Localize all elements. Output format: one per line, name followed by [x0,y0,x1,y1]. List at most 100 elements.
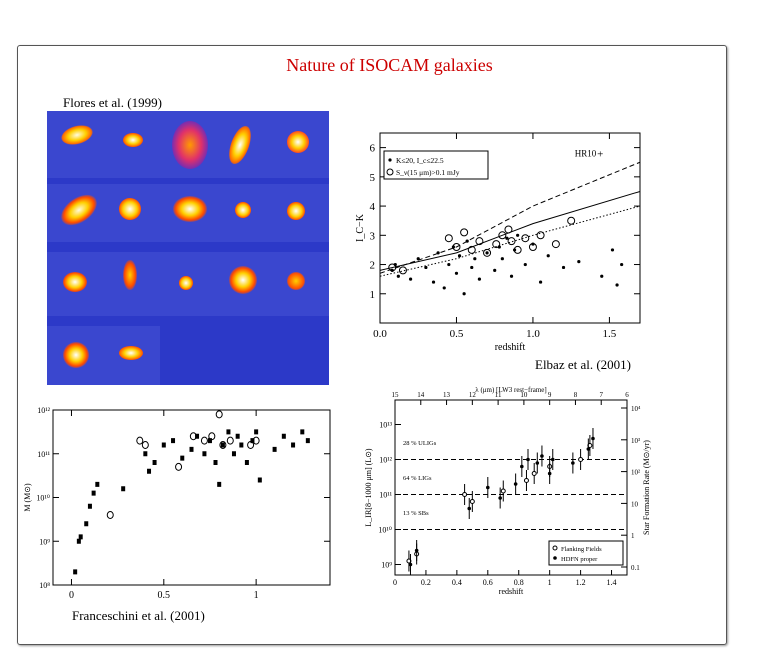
model-curve-dotted [379,205,641,277]
slide-frame [17,45,727,645]
top-tick-label: 7 [599,391,603,399]
y-tick-label: 3 [370,230,376,242]
right-tick-label: 0.1 [631,564,640,572]
y-tick-label: 10⁹ [381,561,392,570]
point-small [457,254,462,258]
point-hdfn [526,457,530,462]
point-hdfn [540,454,544,458]
plot-frame [394,399,628,576]
point-isocam [504,225,513,234]
point-filled [95,481,100,487]
y-tick-label: 5 [370,172,376,184]
point-filled [291,442,296,448]
point-hdfn [535,461,540,465]
y-tick-label: 10⁸ [39,581,50,590]
y-axis-label: I_C−K [355,213,366,242]
point-filled [231,451,236,457]
point-small [516,233,520,237]
mosaic-row-4 [47,326,160,385]
y-tick-label: 10¹¹ [37,450,50,459]
y-tick-label: 10¹⁰ [378,526,392,535]
right-axis-label: Star Formation Rate (M⊙/yr) [642,440,651,535]
point-small [416,257,420,261]
y-tick-label: 10¹³ [379,421,392,430]
point-hdfn [467,506,472,511]
point-filled [305,438,310,444]
point-isocam [398,266,407,275]
point-small [500,257,504,261]
top-tick-label: 6 [625,391,629,399]
legend-dot [388,158,392,162]
x-tick-label: 0.2 [421,578,431,587]
point-small [497,245,501,249]
point-open [208,432,216,441]
point-filled [207,438,212,444]
ir-luminosity-chart: 0 0.2 0.4 0.6 0.8 1 1.2 1.4 15 14 13 12 11 10 9 8 7 6 λ (μ… [364,386,651,596]
point-hdfn [547,471,552,476]
point-small [509,274,514,278]
point-filled [143,451,148,457]
point-isocam [452,243,461,251]
point-isocam [475,237,484,246]
top-tick-label: 15 [392,391,400,399]
legend-circle [386,168,394,176]
point-hdfn [586,447,591,451]
plot-frame [52,409,331,586]
x-tick-label: 0.5 [450,328,464,340]
point-small [577,260,581,264]
hr10-label: HR10 [575,148,597,158]
point-filled [244,460,249,465]
point-filled [217,481,222,487]
point-small [485,251,489,255]
point-small [442,286,446,290]
point-small [465,239,469,243]
elbaz-caption: Elbaz et al. (2001) [535,357,632,372]
point-hdfn [513,482,518,486]
x-tick-label: 0.0 [373,328,387,340]
point-small [546,254,550,258]
point-small [436,251,440,255]
point-open [252,436,260,445]
point-isocam [444,234,453,243]
point-filled [76,538,81,544]
point-isocam [536,231,545,240]
y-tick-label: 10¹² [379,456,392,465]
x-tick-label: 1 [548,578,552,587]
point-flanking [578,457,584,462]
point-filled [195,433,200,439]
point-filled [87,503,92,509]
point-isocam [551,240,560,249]
point-open [106,511,114,519]
point-small [523,262,527,267]
point-flanking [531,471,537,476]
y-tick-label: 6 [370,143,376,155]
point-isocam [492,240,501,249]
point-isocam [460,228,469,237]
point-open [141,441,149,449]
right-tick-label: 10 [631,500,639,508]
point-isocam [528,243,537,251]
mosaic-row-1 [47,111,329,178]
top-tick-label: 11 [495,391,502,399]
point-filled [121,486,126,492]
legend-box [548,540,624,566]
point-small [493,268,497,272]
point-filled [161,442,166,448]
slide-title: Nature of ISOCAM galaxies [286,55,493,75]
point-isocam [513,245,522,254]
y-axis-label: L_IR[8−1000 μm] (L⊙) [364,448,373,526]
point-small [505,236,509,240]
point-hdfn [591,436,595,441]
point-isocam [498,231,507,240]
point-filled [147,468,152,474]
band-label: 64 % LIGs [403,475,432,482]
point-small [561,265,566,270]
y-tick-label: 10¹² [37,406,50,415]
point-hdfn [571,461,575,465]
point-small [473,257,477,261]
galaxy-image-mosaic [47,111,329,385]
legend-filled [553,556,557,560]
franceschini-caption: Franceschini et al. (2001) [72,608,205,623]
point-filled [84,521,89,527]
point-hdfn [498,496,502,500]
